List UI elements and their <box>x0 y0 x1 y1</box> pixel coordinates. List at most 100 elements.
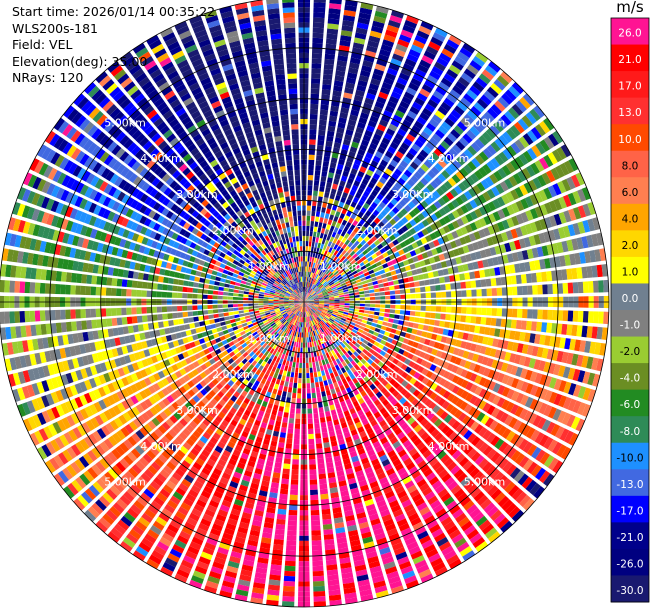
ray <box>203 302 304 594</box>
nrays-label: NRays: 120 <box>12 70 84 85</box>
ray <box>304 82 524 302</box>
ray <box>17 187 304 302</box>
colorbar-segment <box>611 97 649 125</box>
colorbar-segment <box>611 336 649 364</box>
ray <box>84 302 304 522</box>
ray <box>304 302 476 562</box>
colorbar-segment <box>611 548 649 576</box>
plot-info: Start time: 2026/01/14 00:35:22 WLS200s-… <box>12 4 215 87</box>
ray <box>304 201 596 302</box>
ray <box>304 302 358 605</box>
ray <box>304 302 555 487</box>
field-label: Field: VEL <box>12 37 73 52</box>
range-ring-label: 3.00km <box>392 188 434 201</box>
colorbar-tick: 10.0 <box>618 134 641 146</box>
ray <box>304 2 374 302</box>
colorbar-tick: 17.0 <box>618 81 641 93</box>
ray <box>0 279 304 302</box>
colorbar-tick: 8.0 <box>622 160 639 172</box>
ray <box>29 158 304 302</box>
range-ring-label: 2.00km <box>356 368 398 381</box>
colorbar-segment <box>611 416 649 444</box>
ray <box>304 187 591 302</box>
ray <box>304 302 434 584</box>
ray <box>304 302 609 325</box>
ray <box>22 302 304 432</box>
colorbar-border <box>610 17 650 603</box>
instrument-label: WLS200s-181 <box>12 20 98 36</box>
ray <box>160 302 304 577</box>
ray <box>0 302 304 340</box>
ray <box>0 264 304 302</box>
ray <box>107 61 304 302</box>
colorbar-segment <box>611 389 649 417</box>
ray <box>304 71 513 302</box>
ray <box>304 302 591 417</box>
ray <box>160 27 304 302</box>
ray <box>36 144 304 302</box>
ray <box>304 217 601 302</box>
colorbar-units: m/s <box>616 0 644 16</box>
ray <box>4 302 304 372</box>
ray <box>304 279 609 302</box>
ray <box>266 302 304 606</box>
colorbar-segment <box>611 469 649 497</box>
colorbar-tick: 6.0 <box>622 187 639 199</box>
colorbar-segment <box>611 575 649 603</box>
range-ring-label: 2.00km <box>212 224 254 237</box>
ray <box>84 82 304 302</box>
range-ring-label: 5.00km <box>104 116 146 129</box>
ray <box>304 302 572 460</box>
ray <box>53 117 304 302</box>
ray <box>304 302 489 553</box>
ray <box>304 172 586 302</box>
ray <box>304 15 419 302</box>
ray <box>73 302 304 511</box>
ray <box>1 248 304 302</box>
colorbar-tick: -21.0 <box>616 532 643 544</box>
ray <box>304 20 434 302</box>
ray <box>119 51 304 302</box>
colorbar-tick: 2.0 <box>622 240 639 252</box>
colorbar-tick: -13.0 <box>616 479 643 491</box>
ray <box>304 302 535 511</box>
range-ring-label: 5.00km <box>464 116 506 129</box>
ray <box>304 302 342 606</box>
ray <box>95 302 304 533</box>
ray <box>304 117 555 302</box>
ray <box>304 302 604 372</box>
ray <box>304 302 405 594</box>
ray <box>234 302 304 602</box>
ray <box>95 71 304 302</box>
range-ring-label: 1.00km <box>320 332 362 345</box>
ray <box>304 158 579 302</box>
ray <box>304 27 448 302</box>
ray <box>281 302 304 607</box>
ray <box>119 302 304 553</box>
ray <box>107 302 304 543</box>
ray <box>304 302 608 340</box>
ray <box>304 302 501 543</box>
ray <box>53 302 304 487</box>
ray <box>304 302 327 607</box>
colorbar-tick: 0.0 <box>622 293 639 305</box>
colorbar-segment <box>611 150 649 178</box>
colorbar-segment <box>611 442 649 470</box>
ray <box>146 34 304 302</box>
range-ring-label: 4.00km <box>140 152 182 165</box>
ray <box>304 105 545 302</box>
ray <box>250 0 304 302</box>
ray <box>132 42 304 302</box>
ray <box>304 248 607 302</box>
ray <box>44 130 304 302</box>
ray <box>304 302 564 474</box>
ray <box>44 302 304 474</box>
range-ring-label: 5.00km <box>464 476 506 489</box>
ray <box>132 302 304 562</box>
colorbar-tick: -17.0 <box>616 505 643 517</box>
ray <box>304 130 564 302</box>
colorbar-tick: -26.0 <box>616 559 643 571</box>
ray <box>304 0 342 302</box>
ray <box>146 302 304 570</box>
